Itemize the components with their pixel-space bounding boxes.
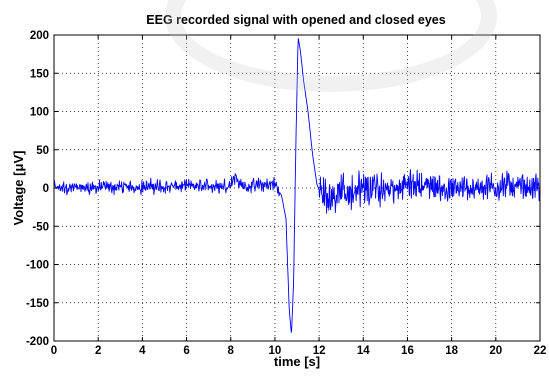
x-tick-label: 8 — [228, 345, 235, 357]
x-tick-label: 14 — [357, 345, 370, 357]
eeg-signal-line — [53, 38, 541, 333]
y-axis-label: Voltage [μV] — [11, 151, 26, 226]
plot-border — [53, 34, 541, 342]
x-axis-label: time [s] — [274, 354, 320, 369]
x-tick-label: 4 — [139, 345, 146, 357]
chart-title: EEG recorded signal with opened and clos… — [146, 13, 445, 27]
x-tick-label: 18 — [445, 345, 458, 357]
x-tick-labels: 0 2 4 6 8 10 12 14 16 18 20 22 — [51, 345, 547, 357]
y-axis-label-prefix: Voltage [ — [11, 171, 26, 226]
y-tick-label: -50 — [32, 221, 49, 233]
x-tick-label: 22 — [534, 345, 547, 357]
y-tick-label: -150 — [26, 298, 49, 310]
y-axis-label-unit: μV — [11, 155, 26, 172]
x-tick-label: 20 — [489, 345, 502, 357]
y-tick-label: -100 — [26, 260, 49, 272]
y-tick-label: 0 — [43, 183, 49, 195]
y-tick-label: 100 — [30, 107, 49, 119]
y-tick-label: 150 — [30, 68, 49, 80]
x-tick-label: 6 — [183, 345, 189, 357]
y-tick-label: 200 — [30, 30, 49, 42]
y-tick-label: -200 — [26, 336, 49, 348]
x-tick-label: 12 — [313, 345, 326, 357]
x-tick-label: 0 — [51, 345, 57, 357]
x-tick-label: 16 — [401, 345, 414, 357]
x-tick-label: 2 — [95, 345, 101, 357]
y-axis-label-suffix: ] — [11, 151, 26, 155]
y-tick-labels: -200 -150 -100 -50 0 50 100 150 200 — [26, 30, 49, 348]
y-tick-label: 50 — [36, 145, 49, 157]
x-tick-label: 10 — [269, 345, 282, 357]
